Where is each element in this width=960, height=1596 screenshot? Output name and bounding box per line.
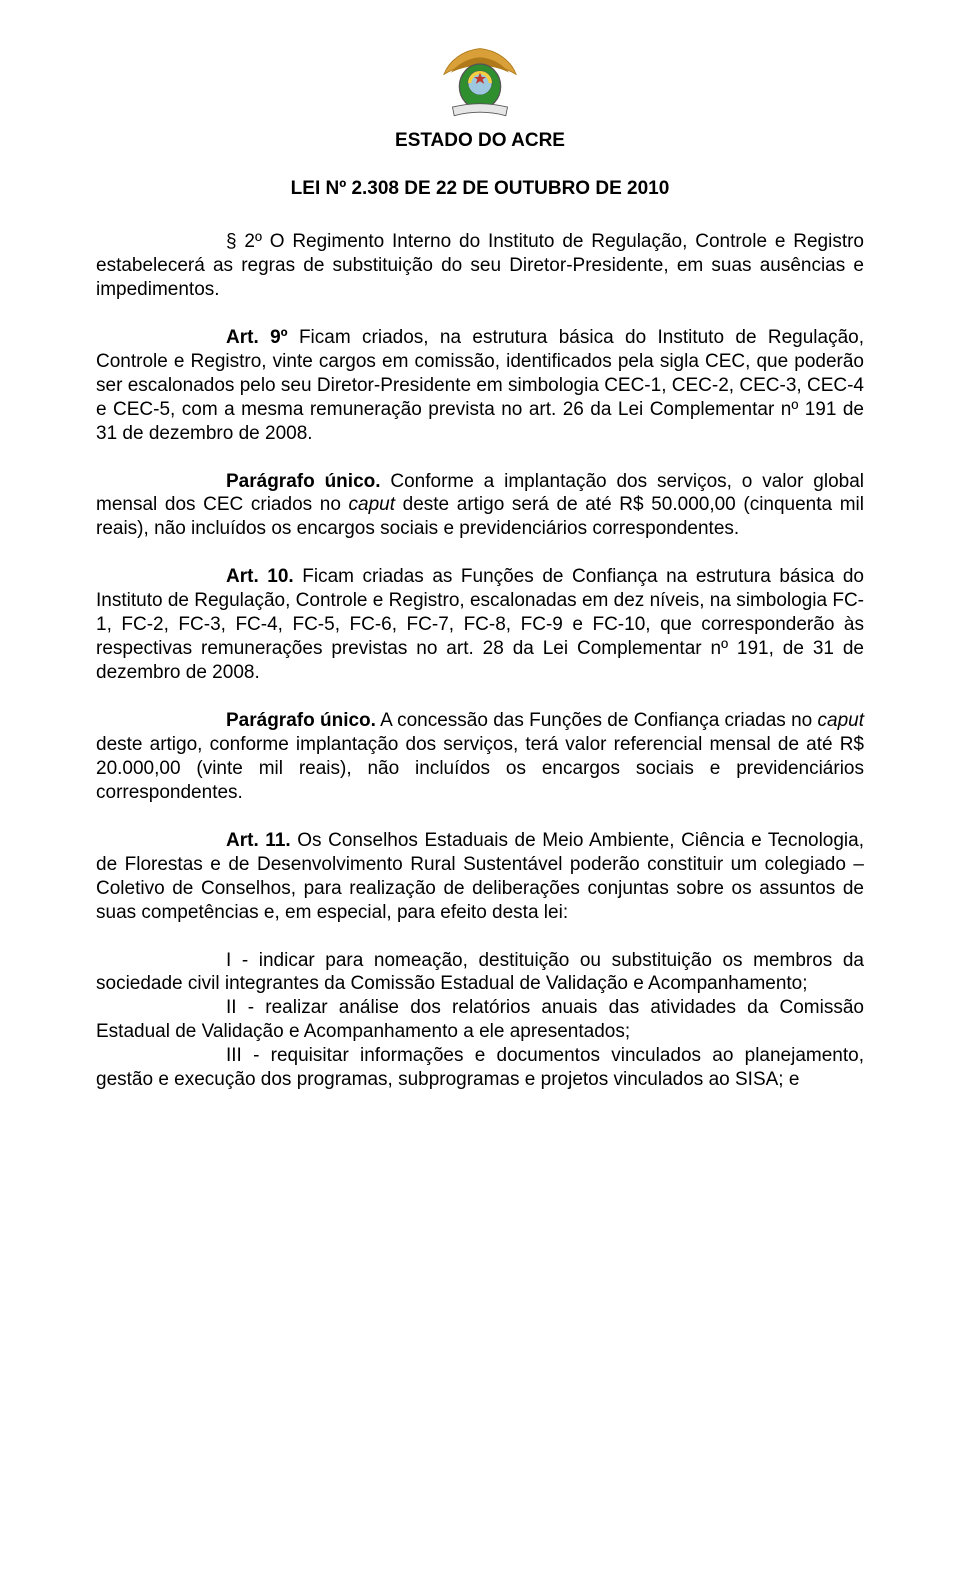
art11-label: Art. 11. [226, 830, 291, 851]
paragraph-s2-text: § 2º O Regimento Interno do Instituto de… [96, 231, 864, 300]
paragraph-art10: Art. 10. Ficam criadas as Funções de Con… [96, 565, 864, 685]
list-item-1-text: I - indicar para nomeação, destituição o… [96, 950, 864, 995]
list-item-2-text: II - realizar análise dos relatórios anu… [96, 997, 864, 1042]
art11-text: Os Conselhos Estaduais de Meio Ambiente,… [96, 830, 864, 923]
unico2-t1: A concessão das Funções de Confiança cri… [376, 710, 818, 731]
state-emblem-container [96, 40, 864, 126]
art10-text: Ficam criadas as Funções de Confiança na… [96, 566, 864, 683]
paragraph-art11: Art. 11. Os Conselhos Estaduais de Meio … [96, 829, 864, 925]
unico2-t2: deste artigo, conforme implantação dos s… [96, 734, 864, 803]
paragraph-unico-1: Parágrafo único. Conforme a implantação … [96, 470, 864, 542]
paragraph-art9: Art. 9º Ficam criados, na estrutura bási… [96, 326, 864, 446]
list-item-2: II - realizar análise dos relatórios anu… [96, 996, 864, 1044]
art9-label: Art. 9º [226, 327, 288, 348]
enumeration-list: I - indicar para nomeação, destituição o… [96, 949, 864, 1093]
list-item-3-text: III - requisitar informações e documento… [96, 1045, 864, 1090]
state-emblem [437, 40, 523, 126]
list-item-3: III - requisitar informações e documento… [96, 1044, 864, 1092]
art10-label: Art. 10. [226, 566, 294, 587]
paragraph-s2: § 2º O Regimento Interno do Instituto de… [96, 230, 864, 302]
list-item-1: I - indicar para nomeação, destituição o… [96, 949, 864, 997]
paragraph-unico-2: Parágrafo único. A concessão das Funções… [96, 709, 864, 805]
unico1-caput: caput [349, 494, 395, 515]
law-number-header: LEI Nº 2.308 DE 22 DE OUTUBRO DE 2010 [96, 178, 864, 200]
art9-text: Ficam criados, na estrutura básica do In… [96, 327, 864, 444]
unico1-label: Parágrafo único. [226, 471, 381, 492]
unico2-caput: caput [818, 710, 864, 731]
unico2-label: Parágrafo único. [226, 710, 376, 731]
state-name-header: ESTADO DO ACRE [96, 130, 864, 152]
